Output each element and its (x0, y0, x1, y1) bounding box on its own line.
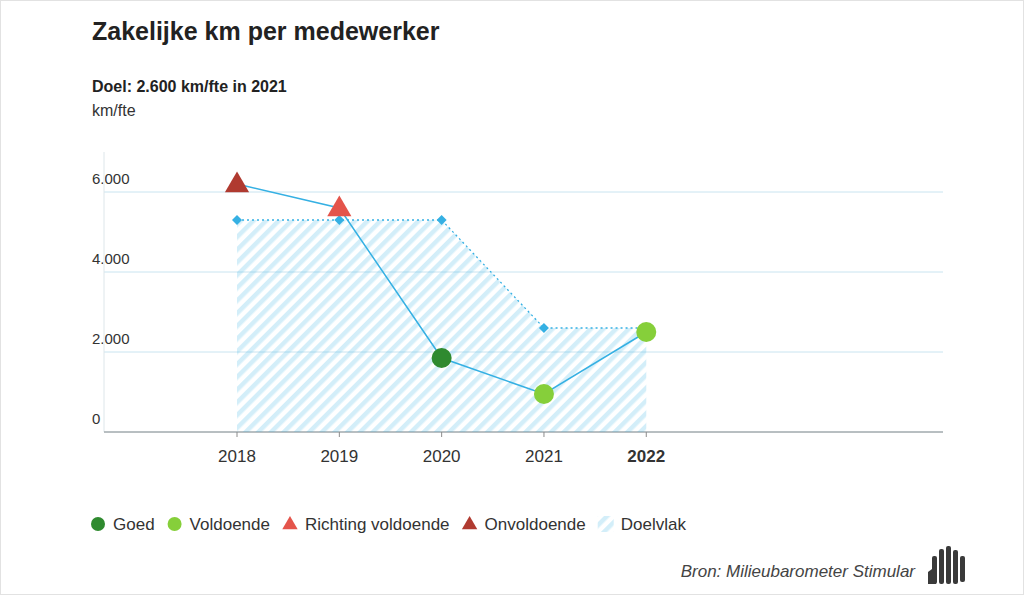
logo-bar (946, 546, 951, 584)
x-tick-label: 2022 (627, 447, 665, 466)
legend: Goed Voldoende Richting voldoende Onvoldoen… (91, 515, 686, 534)
logo-thumb (928, 566, 936, 584)
target-marker (232, 215, 242, 225)
x-tick-label: 2019 (320, 447, 358, 466)
y-tick-label: 6.000 (92, 170, 130, 187)
legend-label: Voldoende (190, 515, 270, 534)
data-point (432, 348, 452, 368)
legend-marker (462, 516, 477, 529)
target-area (237, 220, 646, 432)
title: Zakelijke km per medewerker (92, 17, 440, 45)
target-marker (539, 323, 549, 333)
logo-bar (960, 556, 965, 582)
legend-marker (282, 516, 297, 529)
logo-bar (939, 549, 944, 584)
y-tick-label: 0 (92, 410, 100, 427)
logo (928, 546, 965, 584)
y-axis-line (104, 152, 105, 432)
legend-label: Richting voldoende (305, 515, 450, 534)
data-point (534, 384, 554, 404)
chart: Zakelijke km per medewerker Doel: 2.600 k… (0, 0, 1024, 595)
data-point (327, 195, 351, 216)
y-tick-label: 2.000 (92, 330, 130, 347)
legend-marker (91, 517, 105, 531)
legend-label: Doelvlak (621, 515, 687, 534)
x-tick (441, 432, 442, 437)
data-point (225, 171, 249, 192)
target-marker (334, 215, 344, 225)
y-axis-label: km/fte (92, 102, 136, 119)
x-tick (339, 432, 340, 437)
background (1, 1, 1024, 595)
data-point (636, 322, 656, 342)
grid-line (104, 272, 943, 273)
logo-bar (953, 550, 958, 584)
source: Bron: Milieubarometer Stimular (681, 562, 917, 581)
plot-area (225, 171, 656, 432)
legend-marker (168, 517, 182, 531)
x-tick-label: 2021 (525, 447, 563, 466)
target-marker (437, 215, 447, 225)
x-tick-label: 2020 (423, 447, 461, 466)
legend-label: Onvoldoende (485, 515, 586, 534)
x-tick (646, 432, 647, 437)
subtitle: Doel: 2.600 km/fte in 2021 (92, 78, 287, 95)
target-line (237, 220, 646, 328)
legend-swatch (598, 516, 614, 532)
x-tick-label: 2018 (218, 447, 256, 466)
data-line (237, 184, 646, 394)
x-tick (543, 432, 544, 437)
x-tick (237, 432, 238, 437)
legend-label: Goed (113, 515, 155, 534)
y-tick-label: 4.000 (92, 250, 130, 267)
